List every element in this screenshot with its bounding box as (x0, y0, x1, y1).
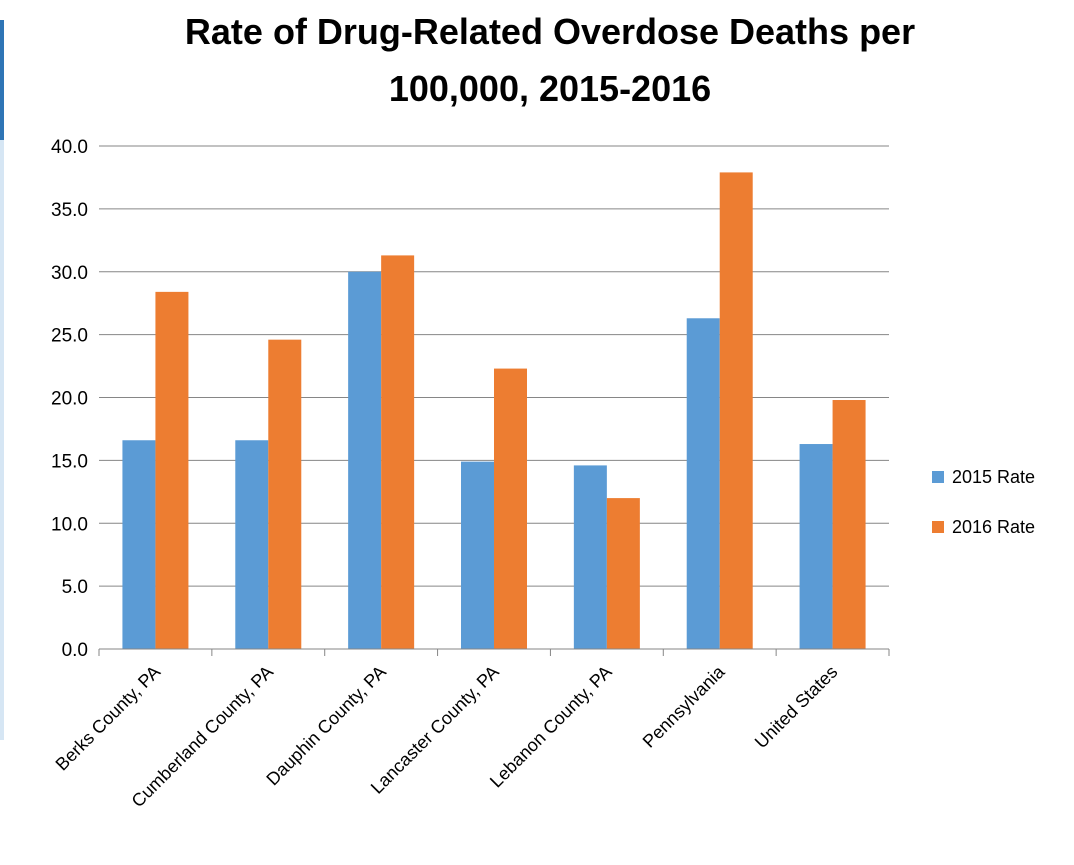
y-axis-tick-labels: 0.0 5.0 10.0 15.0 20.0 25.0 30.0 35.0 40.0 (51, 137, 88, 661)
legend-label-2016: 2016 Rate (952, 517, 1035, 537)
bar-2015 (573, 465, 607, 649)
y-tick-label: 5.0 (62, 577, 88, 598)
bar-2016 (832, 400, 866, 649)
legend-swatch-2015 (932, 471, 944, 483)
bar-2016 (381, 255, 415, 649)
bar-2015 (122, 440, 156, 649)
bar-2015 (686, 318, 720, 649)
bars (122, 172, 866, 649)
bar-2016 (268, 339, 302, 649)
bar-2016 (155, 291, 189, 649)
y-tick-label: 20.0 (51, 389, 88, 410)
x-category-label: United States (751, 662, 842, 753)
y-tick-label: 40.0 (51, 137, 88, 158)
bar-2016 (719, 172, 753, 649)
edge-strip-light-segment (0, 140, 4, 740)
bar-2016 (494, 368, 527, 649)
x-category-label: Lebanon County, PA (486, 662, 616, 792)
chart-title-line-1: Rate of Drug-Related Overdose Deaths per (185, 11, 915, 52)
y-tick-label: 0.0 (62, 640, 88, 661)
x-axis (98, 648, 890, 656)
chart-title-line-2: 100,000, 2015-2016 (389, 68, 711, 109)
y-tick-label: 35.0 (51, 200, 88, 221)
left-edge-strip (0, 20, 4, 740)
y-tick-label: 15.0 (51, 451, 88, 472)
legend-label-2015: 2015 Rate (952, 467, 1035, 487)
bar-2015 (348, 271, 382, 649)
y-tick-label: 10.0 (51, 514, 88, 535)
x-category-label: Berks County, PA (52, 662, 165, 775)
bar-2016 (606, 498, 640, 649)
legend: 2015 Rate 2016 Rate (932, 467, 1035, 537)
x-category-label: Pennsylvania (639, 661, 730, 752)
bar-2015 (461, 461, 494, 649)
y-tick-label: 30.0 (51, 263, 88, 284)
y-tick-label: 25.0 (51, 326, 88, 347)
x-category-label: Lancaster County, PA (367, 662, 503, 798)
bar-2015 (235, 440, 269, 649)
legend-swatch-2016 (932, 521, 944, 533)
x-category-label: Dauphin County, PA (262, 662, 390, 790)
chart-title: Rate of Drug-Related Overdose Deaths per… (185, 11, 915, 109)
bar-2015 (799, 444, 833, 649)
edge-strip-dark-segment (0, 20, 4, 140)
